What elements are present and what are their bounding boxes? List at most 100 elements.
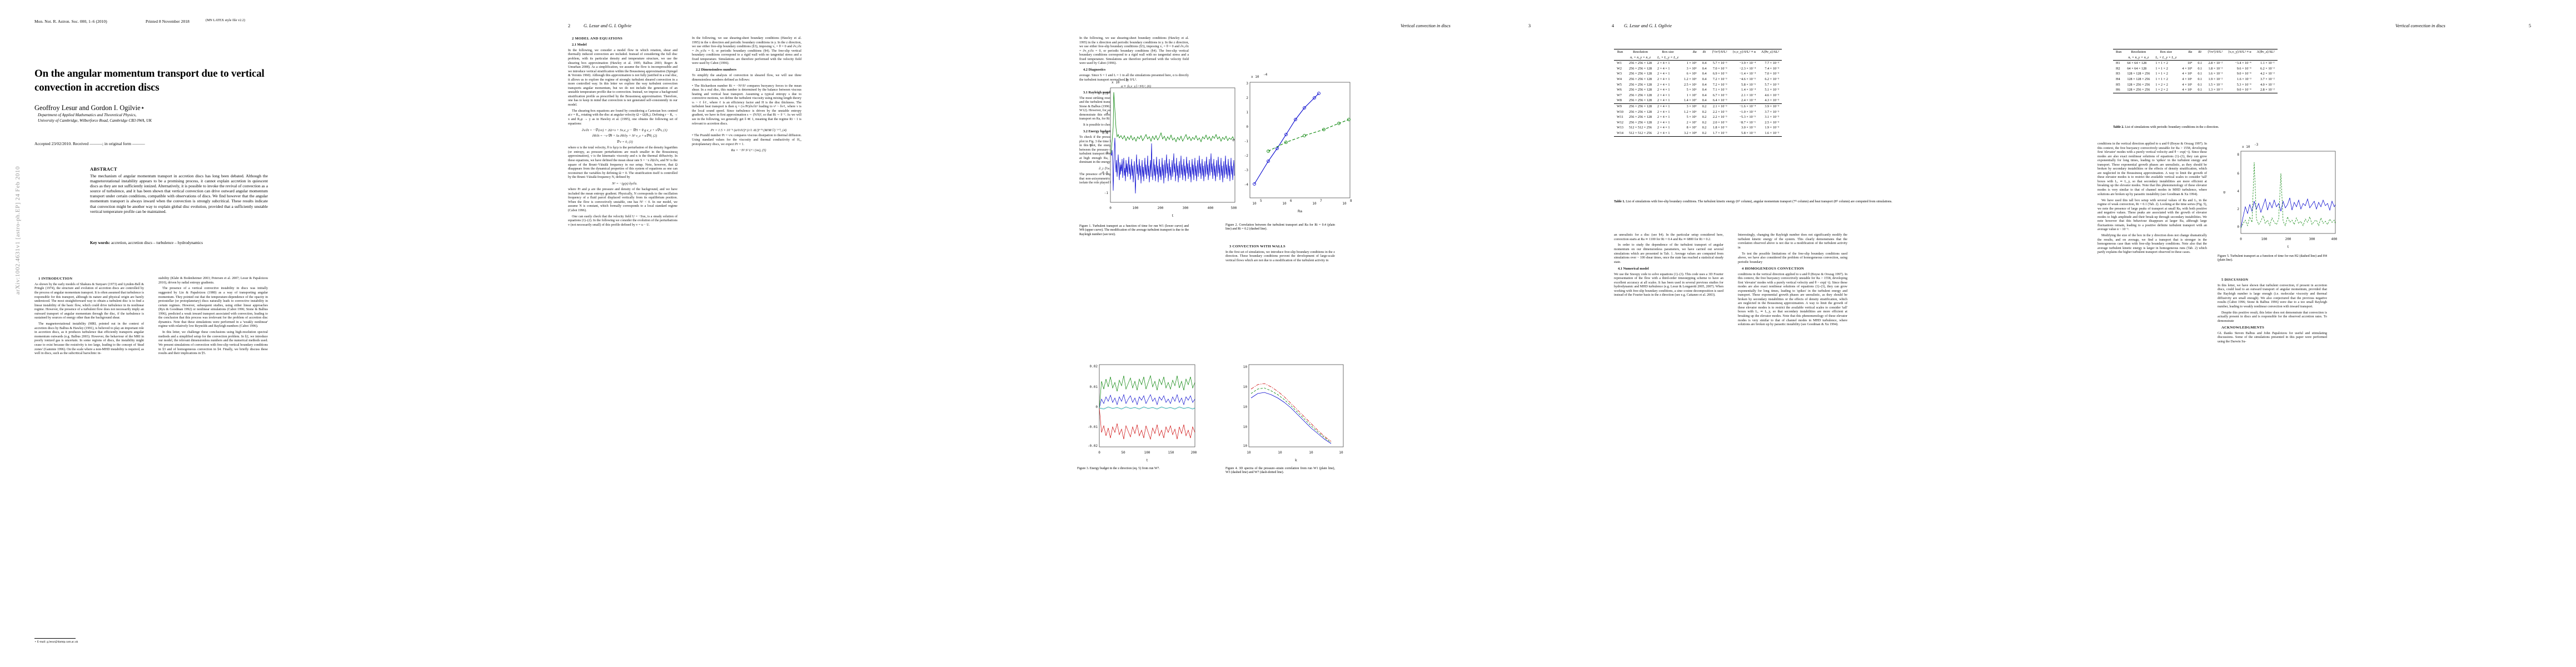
page1-column-right: stability (Klahr & Bodenheimer 2003; Pet… [158,277,268,633]
cell-alpha: 9.0 × 10⁻⁴ [2236,72,2251,76]
cell-run: W14 [1617,131,1624,135]
cell-heat-transport: 1.9 × 10⁻³ [1765,126,1779,130]
cell-kinetic-energy: 7.0 × 10⁻³ [1712,66,1727,71]
figure-3: 0.02 0.01 0 -0.01 -0.02 0 50 100 150 200… [1077,356,1202,467]
th-sub-resolution: nₓ × n_y × n_z [2128,55,2149,59]
cell-heat-transport: 4.2 × 10⁻² [2260,72,2275,76]
latex-style-line: (MN LATEX style file v2.2) [206,19,246,22]
figure-1-xtick: 300 [1183,206,1189,210]
cell-heat-transport: 3.7 × 10⁻² [2260,77,2275,81]
figure-2-ytick: -4 [1244,183,1249,187]
svg-text:50: 50 [1121,451,1125,455]
table-row: W9 256 × 256 × 128 2 × 4 × 1 3 × 10⁵ 0.2 2.1 … [1614,103,1782,109]
figure-5-series-h2 [2240,162,2336,228]
figure-4-plot: 10 10 10 10 10 10 10 10 10 k [1243,364,1344,462]
cell-ri: 0.2 [1702,126,1707,130]
figure-5-series-h4 [2240,197,2336,228]
cell-ra: 6 × 10⁵ [1686,72,1697,76]
cell-box-size: 2 × 4 × 1 [1657,77,1670,81]
th-sub-heat [2254,55,2278,61]
footnote-rule [34,638,76,639]
table-1: Run Resolution Box size Ra Ri ⟨½v²⟩/S²L²… [1614,49,1782,137]
cell-kinetic-energy: 2.0 × 10⁻³ [1712,120,1727,125]
svg-text:200: 200 [2285,237,2291,241]
figure-5-plot: 8 6 4 2 0 x 10 -3 0 100 200 300 400 t α [2222,143,2338,249]
svg-text:-0.01: -0.01 [1088,425,1098,429]
th-sub-box-size: Lₓ × L_y × L_z [1657,55,1679,59]
cell-kinetic-energy: 1.7 × 10⁻³ [1712,131,1727,135]
cell-heat-transport: 1.1 × 10⁻¹ [2260,61,2275,66]
cell-resolution: 128 × 128 × 256 [2127,72,2150,76]
cell-box-size: 2 × 4 × 1 [1657,120,1670,125]
page5-column-right: 5 DISCUSSION In this letter, we have sho… [2218,278,2327,634]
page-2: 2 G. Lesur and G. I. Ogilvie 2 MODEL AND… [534,0,1067,667]
svg-text:10: 10 [1278,451,1282,455]
subsection-heading-numerical-model: 4.1 Numerical model [1618,266,1649,271]
cell-run: W12 [1617,120,1624,125]
cell-resolution: 256 × 256 × 128 [1629,98,1652,103]
cell-alpha: −1.0 × 10⁻⁴ [1739,109,1756,114]
svg-text:0: 0 [2240,237,2242,241]
cell-kinetic-energy: 2.8 × 10⁻² [2208,61,2223,66]
figure-2-ytick: 1 [1246,111,1248,115]
cell-ra: 10⁴ [2187,61,2193,66]
cell-resolution: 256 × 256 × 128 [1629,115,1652,120]
paragraph: In the following, we use shearing-sheet … [692,37,801,66]
cell-ri: 0.1 [2198,77,2203,81]
figure-2-xtick: 10 [1342,202,1347,206]
table-2-caption-label: Table 2. [2113,126,2124,129]
cell-ri: 0.2 [1702,115,1707,120]
figure-2-ytick: -1 [1244,140,1249,143]
cell-heat-transport: 7.7 × 10⁻³ [1765,61,1779,66]
table-1-caption-text: List of simulations with free-slip bound… [1626,200,1892,203]
figure-1-ytick: 0 [1106,151,1108,155]
cell-kinetic-energy: 2.1 × 10⁻³ [1712,104,1727,108]
section-heading-homogeneous-convection: 4 HOMOGENEOUS CONVECTION [1742,266,1804,271]
table-row: H5 128 × 256 × 256 1 × 2 × 2 4 × 10⁵ 0.1 1.5 … [2113,82,2278,88]
figure-1-ytick: -0.5 [1100,171,1109,175]
figure-3-xlabel: t [1147,458,1148,462]
figure-2-series-ri04 [1254,93,1319,185]
svg-text:x 10: x 10 [2242,145,2250,149]
th-ra: Ra [2188,50,2193,54]
figure-2-ytick: -3 [1244,168,1249,172]
cell-ra: 5 × 10⁶ [1686,115,1697,120]
page2-column-right: In the following, we use shearing-sheet … [692,37,801,637]
cell-heat-transport: 5.7 × 10⁻³ [1765,82,1779,87]
cell-run: H1 [2116,61,2120,66]
th-resolution: Resolution [1633,50,1648,54]
paragraph: We have used this tall box setup with se… [2097,198,2207,232]
page-4: 4 G. Lesur and G. I. Ogilvie Run Resolut… [1601,0,2084,667]
cell-alpha: 5.8 × 10⁻⁵ [1741,82,1756,87]
table-1-header-row-2: nₓ × n_y × n_z Lₓ × L_y × L_z [1614,55,1782,61]
svg-text:-0.02: -0.02 [1088,444,1098,448]
paragraph: In the first set of simulations, we intr… [1225,250,1335,263]
th-heat-transport: Λ⟨θv_z⟩/SL² [1761,50,1779,54]
figure-2-ytick: 2 [1246,96,1248,100]
paragraph: Modifying the size of the box in the y d… [2097,234,2207,255]
cell-run: H4 [2116,77,2120,81]
cell-run: H3 [2116,72,2120,76]
svg-text:300: 300 [2309,237,2315,241]
cell-alpha: −5.3 × 10⁻⁵ [1739,115,1756,120]
table-row: W1 256 × 256 × 128 2 × 4 × 1 1 × 10⁵ 0.4 5.7 … [1614,61,1782,66]
cell-run: W11 [1617,115,1623,120]
table-2-caption: Table 2. List of simulations with period… [2113,126,2424,130]
th-kinetic-energy: ⟨½v²⟩/S²L² [1712,50,1727,54]
figure-2-xtick-sup: 5 [1260,199,1262,203]
th-sub-ke [2205,55,2225,61]
cell-box-size: 2 × 4 × 1 [1657,126,1670,130]
equation-6: α ≡ ⟨vₓv_y⟩ / S²L², (6) [1121,84,1151,88]
figure-1-ytick: 0.5 [1102,131,1108,135]
cell-heat-transport: 7.0 × 10⁻³ [1765,72,1779,76]
authors: Geoffroy Lesur and Gordon I. Ogilvie⋆ [34,104,145,112]
cell-heat-transport: 6.2 × 10⁻³ [1765,77,1779,81]
equation-8: N² = −(g/ρ) ∂ρ/∂z. [612,182,637,186]
cell-ra: 1.2 × 10⁶ [1684,77,1697,81]
table-1-head: Run Resolution Box size Ra Ri ⟨½v²⟩/S²L²… [1614,49,1782,61]
figure-4: 10 10 10 10 10 10 10 10 10 k [1225,356,1351,467]
abstract-heading: ABSTRACT [90,167,117,172]
figure-4-series-w7 [1250,383,1332,442]
cell-run: H6 [2116,88,2120,92]
